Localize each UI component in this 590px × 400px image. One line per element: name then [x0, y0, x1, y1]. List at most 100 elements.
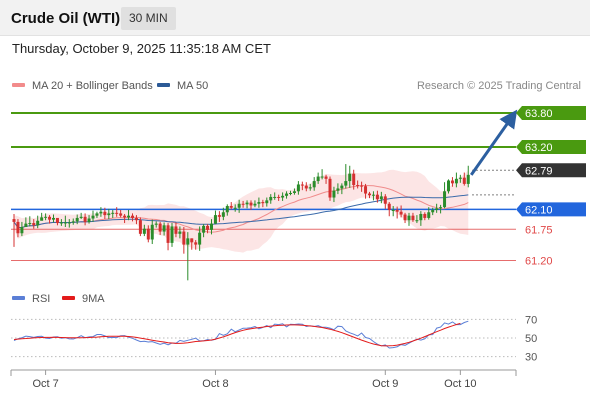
- candle: [158, 221, 162, 235]
- candle-body: [83, 216, 87, 222]
- candle: [166, 223, 170, 251]
- candle: [443, 182, 447, 209]
- candle-body: [273, 196, 277, 198]
- candle: [174, 222, 178, 238]
- legend-ma20-swatch: [12, 83, 25, 88]
- candle-body: [257, 202, 261, 204]
- candle: [63, 215, 67, 228]
- candle: [285, 191, 289, 199]
- candle-body: [131, 215, 134, 218]
- candle-body: [253, 203, 257, 206]
- candle-body: [123, 215, 127, 218]
- candle: [387, 202, 391, 217]
- level-label-61.75: 61.75: [525, 224, 553, 236]
- candle: [383, 194, 387, 209]
- candle: [91, 210, 95, 222]
- candle-body: [419, 213, 423, 221]
- candle: [103, 207, 107, 220]
- candle-body: [395, 210, 399, 212]
- candle-body: [20, 227, 24, 234]
- candle: [206, 224, 210, 234]
- candle-body: [217, 215, 221, 217]
- candle: [154, 221, 158, 228]
- bollinger-band: [14, 169, 469, 253]
- candle-body: [95, 213, 99, 216]
- candle-body: [332, 190, 336, 198]
- candle-body: [16, 221, 20, 234]
- candle-body: [75, 217, 79, 222]
- candle: [28, 216, 32, 227]
- candle-body: [229, 206, 233, 208]
- candle: [257, 197, 261, 208]
- price-levels: [11, 112, 516, 261]
- timeframe-button[interactable]: 30 MIN: [121, 7, 176, 30]
- level-label-63.80: 63.80: [516, 106, 586, 121]
- candle: [186, 232, 190, 281]
- candle: [423, 212, 427, 221]
- candle-body: [178, 231, 182, 234]
- candle: [399, 205, 403, 218]
- candle: [107, 208, 111, 220]
- candle-body: [454, 178, 458, 184]
- candle-body: [356, 185, 360, 187]
- candle: [131, 213, 134, 222]
- candle: [233, 204, 237, 212]
- candle-body: [431, 210, 435, 213]
- legend-rsi: RSI: [12, 293, 50, 305]
- candle: [190, 238, 194, 250]
- candle-body: [427, 212, 431, 218]
- candle: [95, 211, 99, 218]
- candle: [336, 183, 340, 195]
- candle-body: [158, 223, 162, 232]
- candle-body: [289, 192, 292, 194]
- candle: [170, 223, 174, 247]
- candle: [320, 169, 324, 180]
- level-label-62.10: 62.10: [516, 202, 586, 217]
- candle-body: [48, 216, 52, 220]
- candle-body: [383, 196, 387, 204]
- candle: [447, 179, 450, 194]
- candle: [316, 172, 320, 184]
- candle: [210, 219, 213, 235]
- candle: [229, 202, 233, 210]
- candle-body: [67, 222, 71, 224]
- candle-body: [221, 212, 225, 217]
- candle-body: [103, 211, 107, 216]
- candle: [79, 212, 83, 220]
- candle: [217, 211, 221, 222]
- legend-rsi-swatch: [12, 296, 25, 301]
- candle-body: [411, 215, 415, 221]
- candle: [162, 222, 166, 236]
- candle: [75, 214, 79, 225]
- candle-body: [320, 176, 324, 178]
- candle-body: [40, 217, 44, 221]
- candle-body: [59, 222, 63, 224]
- candle: [340, 183, 344, 195]
- candle-body: [111, 212, 115, 214]
- x-tick-label: Oct 7: [32, 378, 58, 390]
- level-value-text: 61.20: [525, 255, 553, 267]
- x-tick-label: Oct 9: [372, 378, 398, 390]
- rsi-tick-label: 30: [525, 352, 537, 364]
- x-axis: Oct 7 Oct 8 Oct 9 Oct 10: [10, 369, 517, 390]
- legend-9ma: 9MA: [62, 293, 105, 305]
- candle-body: [55, 217, 59, 224]
- chart-header: Crude Oil (WTI) 30 MIN: [0, 0, 590, 36]
- candle: [277, 194, 281, 201]
- candle: [292, 188, 296, 195]
- candle: [419, 211, 423, 226]
- candle-body: [304, 185, 308, 189]
- candle-body: [447, 180, 450, 192]
- candle-body: [146, 228, 150, 240]
- candle-body: [206, 225, 210, 230]
- candle-body: [423, 213, 427, 218]
- candle: [391, 206, 395, 217]
- candle: [364, 183, 368, 199]
- candle: [328, 176, 332, 201]
- candle-body: [340, 185, 344, 189]
- candle: [52, 214, 55, 223]
- candle-body: [348, 173, 352, 182]
- candle: [36, 215, 40, 229]
- candle: [332, 186, 336, 203]
